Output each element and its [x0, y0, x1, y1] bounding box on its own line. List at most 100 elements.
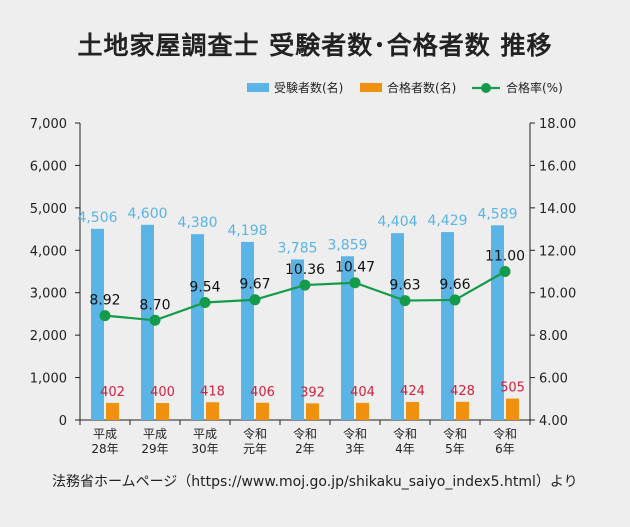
chart-title: 土地家屋調査士 受験者数･合格者数 推移 [77, 31, 553, 60]
examinee-bar [391, 233, 404, 420]
examinee-bar [291, 259, 304, 420]
rate-point [399, 295, 411, 307]
passer-bar [456, 401, 469, 420]
passer-value-label: 402 [100, 385, 125, 400]
right-tick-label: 14.00 [539, 202, 576, 217]
examinee-value-label: 4,380 [177, 215, 217, 231]
legend-examinees-swatch [247, 83, 269, 92]
examinee-value-label: 4,429 [427, 213, 467, 229]
passer-value-label: 428 [450, 384, 475, 399]
x-tick-label-line1: 令和 [343, 426, 367, 441]
left-tick-label: 0 [59, 414, 67, 429]
passer-value-label: 404 [350, 385, 375, 400]
examinee-value-label: 4,589 [477, 206, 517, 222]
legend-rate-marker [481, 83, 491, 93]
examinee-bar [341, 256, 354, 420]
rate-value-label: 10.47 [335, 260, 375, 276]
passer-value-label: 418 [200, 384, 225, 399]
rate-point [499, 266, 511, 277]
rate-value-label: 9.63 [389, 278, 420, 294]
rate-line [99, 266, 511, 326]
bars [91, 224, 519, 420]
examinee-value-label: 3,859 [327, 237, 367, 253]
right-tick-label: 16.00 [539, 159, 576, 174]
examinee-value-label: 4,600 [127, 206, 167, 222]
passer-value-label: 424 [400, 384, 425, 399]
passer-bar [356, 402, 369, 420]
x-tick-label-line1: 令和 [443, 426, 467, 441]
passer-bar [206, 402, 219, 420]
x-tick-label-line2: 5年 [445, 442, 465, 456]
left-tick-label: 3,000 [30, 287, 67, 302]
rate-value-label: 9.54 [189, 279, 220, 295]
left-tick-label: 1,000 [30, 372, 67, 387]
rate-value-label: 11.00 [485, 249, 525, 265]
rate-point [199, 296, 211, 308]
examinee-bar [91, 228, 104, 420]
rate-point [449, 294, 461, 306]
left-tick-label: 2,000 [30, 329, 67, 344]
rate-value-label: 9.67 [239, 277, 270, 293]
examinee-bar [191, 234, 204, 420]
x-tick-label-line2: 29年 [141, 442, 168, 456]
x-tick-label-line2: 28年 [91, 442, 118, 456]
axes: 0 1,000 2,000 3,000 4,000 5,000 6,000 7,000 4.00… [30, 117, 576, 456]
x-tick-label-line1: 平成 [93, 427, 117, 441]
legend: 受験者数(名) 合格者数(名) 合格率(%) [247, 80, 563, 95]
examinee-bar [241, 241, 254, 420]
examinee-bar [141, 224, 154, 420]
rate-value-label: 9.66 [439, 277, 470, 293]
source-note: 法務省ホームページ（https://www.moj.go.jp/shikaku_… [52, 474, 578, 490]
x-tick-label-line1: 令和 [243, 426, 267, 441]
passer-bar [156, 403, 169, 420]
passer-value-label: 400 [150, 385, 175, 400]
rate-point [149, 314, 161, 326]
examinee-value-label: 4,506 [77, 210, 117, 226]
examinee-value-label: 4,198 [227, 223, 267, 239]
x-tick-label-line1: 令和 [493, 426, 517, 441]
left-tick-label: 5,000 [30, 202, 67, 217]
rate-value-label: 10.36 [285, 262, 325, 278]
x-tick-label-line2: 元年 [243, 442, 267, 456]
passer-bar [406, 402, 419, 420]
rate-point [349, 277, 361, 289]
rate-point [99, 310, 111, 322]
x-tick-label-line1: 令和 [393, 426, 417, 441]
x-tick-label-line1: 令和 [293, 426, 317, 441]
passer-value-label: 505 [500, 381, 525, 396]
passer-value-label: 406 [250, 385, 275, 400]
x-tick-label-line2: 2年 [295, 442, 315, 456]
x-tick-label-line1: 平成 [143, 427, 167, 441]
right-tick-label: 10.00 [539, 287, 576, 302]
left-tick-label: 4,000 [30, 244, 67, 259]
x-tick-label-line2: 3年 [345, 442, 365, 456]
legend-rate-label: 合格率(%) [506, 80, 563, 95]
legend-examinees-label: 受験者数(名) [274, 80, 343, 95]
x-tick-label-line1: 平成 [193, 427, 217, 441]
passer-bar [306, 403, 319, 420]
passer-value-label: 392 [300, 385, 325, 400]
legend-passers-swatch [360, 83, 382, 92]
passer-bar [256, 402, 269, 420]
examinee-value-label: 4,404 [377, 214, 417, 230]
right-tick-label: 4.00 [539, 414, 568, 429]
passer-bar [106, 402, 119, 420]
rate-point [249, 294, 261, 306]
passer-bar [506, 398, 519, 420]
examinee-value-label: 3,785 [277, 240, 317, 256]
x-tick-label-line2: 30年 [191, 442, 218, 456]
data-labels: 4,506 4,600 4,380 4,198 3,785 3,859 4,404 4,429… [77, 206, 525, 401]
rate-point [299, 279, 311, 291]
right-tick-label: 18.00 [539, 117, 576, 132]
rate-value-label: 8.70 [139, 297, 170, 313]
legend-passers-label: 合格者数(名) [387, 80, 456, 95]
rate-value-label: 8.92 [89, 293, 120, 309]
x-tick-label-line2: 6年 [495, 442, 515, 456]
left-tick-label: 7,000 [30, 117, 67, 132]
x-tick-label-line2: 4年 [395, 442, 415, 456]
left-tick-label: 6,000 [30, 159, 67, 174]
right-tick-label: 8.00 [539, 329, 568, 344]
right-tick-label: 12.00 [539, 244, 576, 259]
right-tick-label: 6.00 [539, 372, 568, 387]
